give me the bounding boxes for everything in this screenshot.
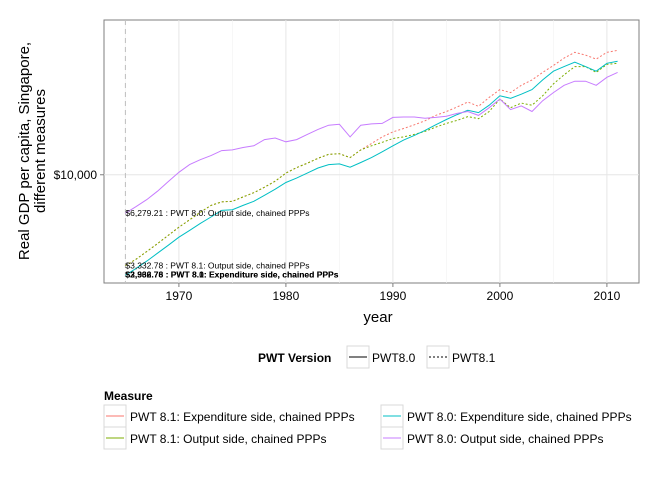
legend-measure-title: Measure <box>104 389 153 403</box>
annotation-label: $3,332.78 : PWT 8.1: Expenditure side, c… <box>125 269 338 279</box>
legend-pwt-version: PWT Version PWT8.0 PWT8.1 <box>258 345 496 369</box>
series-line-3 <box>125 60 618 276</box>
start-value-annotations: $6,279.21 : PWT 8.0: Output side, chaine… <box>125 208 338 279</box>
y-tick-label: $10,000 <box>54 168 98 182</box>
y-axis-label-line: Real GDP per capita, Singapore, <box>16 42 33 260</box>
x-tick-label: 1990 <box>380 289 407 303</box>
plot-gridlines <box>103 19 640 284</box>
series-line-2 <box>125 62 618 267</box>
legend-measure-label: PWT 8.1: Expenditure side, chained PPPs <box>130 410 355 424</box>
axes: 1970 1980 1990 2000 2010 $10,000 <box>54 168 621 303</box>
annotation-label: $2,966.76 : PWT 8.0: Expenditure side, c… <box>125 269 338 279</box>
y-axis-label: Real GDP per capita, Singapore,different… <box>16 42 49 260</box>
series-lines <box>125 49 618 276</box>
annotation-label: $3,332.78 : PWT 8.1: Output side, chaine… <box>125 261 309 271</box>
annotation-label: $6,279.21 : PWT 8.0: Output side, chaine… <box>125 208 309 218</box>
x-tick-label: 1970 <box>166 289 193 303</box>
y-axis-label-text: Real GDP per capita, Singapore,different… <box>16 42 49 260</box>
legend-version-title: PWT Version <box>258 351 331 365</box>
legend-measure-label: PWT 8.0: Expenditure side, chained PPPs <box>407 410 632 424</box>
plot-panel <box>103 19 640 284</box>
x-axis-label: year <box>363 309 392 326</box>
legend-measure: Measure PWT 8.1: Expenditure side, chaine… <box>103 389 632 450</box>
legend-version-label: PWT8.1 <box>452 351 496 365</box>
legend-measure-label: PWT 8.0: Output side, chained PPPs <box>407 432 604 446</box>
x-tick-label: 1980 <box>273 289 300 303</box>
x-tick-label: 2010 <box>594 289 621 303</box>
x-tick-label: 2000 <box>487 289 514 303</box>
y-axis-label-line: different measures <box>32 89 49 213</box>
series-line-4 <box>125 71 618 214</box>
legend-version-label: PWT8.0 <box>372 351 416 365</box>
legend-measure-label: PWT 8.1: Output side, chained PPPs <box>130 432 327 446</box>
